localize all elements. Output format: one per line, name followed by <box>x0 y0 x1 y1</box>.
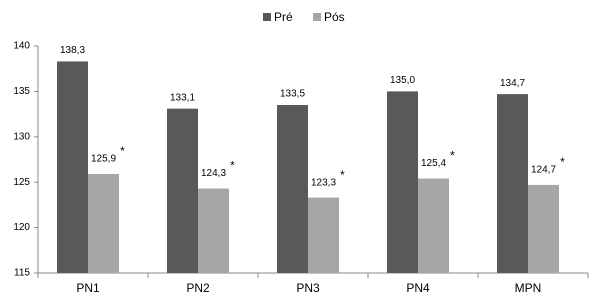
value-label: 133,1 <box>170 92 195 103</box>
bar <box>277 105 308 274</box>
bar <box>387 91 418 274</box>
bar <box>88 174 119 273</box>
bar <box>57 61 88 273</box>
value-label: 125,9 <box>91 154 116 165</box>
value-label: 125,4 <box>421 158 446 169</box>
y-tick-label: 125 <box>13 177 30 188</box>
annotation: * <box>230 159 235 173</box>
y-tick-label: 120 <box>13 222 30 233</box>
value-label: 138,3 <box>60 45 85 56</box>
y-tick-label: 115 <box>14 268 30 279</box>
x-tick-label: PN3 <box>296 281 320 295</box>
x-tick-label: MPN <box>515 281 542 295</box>
bar <box>167 108 198 273</box>
value-label: 123,3 <box>311 177 336 188</box>
annotation: * <box>560 155 565 169</box>
legend-swatch <box>263 13 271 21</box>
annotation: * <box>120 144 125 158</box>
y-tick-label: 135 <box>13 86 30 97</box>
bar <box>528 184 559 273</box>
legend-swatch <box>313 13 321 21</box>
bar <box>308 197 339 273</box>
annotation: * <box>340 168 345 182</box>
y-tick-label: 140 <box>13 41 30 52</box>
x-tick-label: PN4 <box>406 281 430 295</box>
value-label: 134,7 <box>500 78 525 89</box>
y-tick-label: 130 <box>13 131 30 142</box>
value-label: 133,5 <box>280 89 305 100</box>
legend-label: Pós <box>324 10 345 24</box>
x-tick-label: PN1 <box>76 281 100 295</box>
annotation: * <box>450 149 455 163</box>
bar <box>497 94 528 274</box>
value-label: 124,3 <box>201 168 226 179</box>
value-label: 135,0 <box>390 75 415 86</box>
bar <box>418 178 449 273</box>
legend-label: Pré <box>274 10 293 24</box>
bar <box>198 188 229 273</box>
value-label: 124,7 <box>531 165 556 176</box>
x-tick-label: PN2 <box>186 281 210 295</box>
